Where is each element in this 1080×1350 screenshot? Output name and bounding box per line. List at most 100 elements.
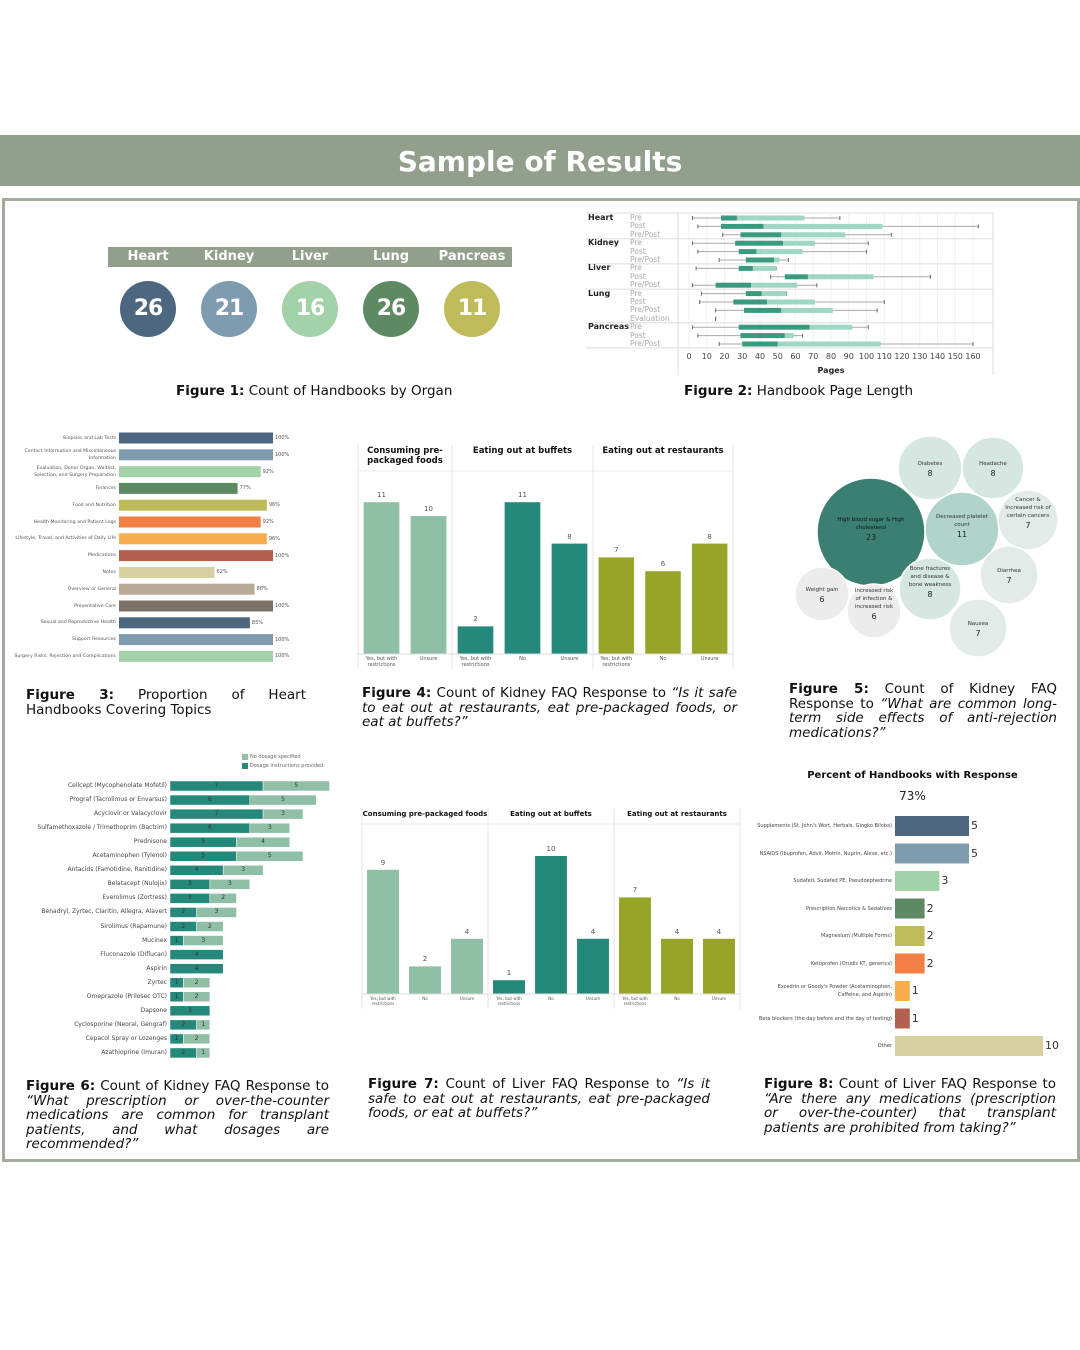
dosage-provided-value: 2 — [181, 908, 186, 916]
box-lower — [720, 215, 737, 221]
bar-value-label: 8 — [567, 532, 572, 541]
bar-category-label: No — [422, 996, 428, 1001]
no-dosage-bar — [183, 991, 211, 1002]
topic-label: Notes — [102, 569, 116, 575]
no-dosage-value: 3 — [201, 936, 206, 944]
bar-category-label: Yes, but with restrictions — [370, 996, 396, 1006]
bubble-label: Bone fractures and disease & bone weakne… — [908, 566, 952, 588]
topic-bar — [119, 516, 261, 528]
topic-percent: 85% — [251, 619, 264, 626]
topic-bar — [119, 432, 273, 444]
organ-count-circle — [363, 281, 419, 337]
bar-value-label: 1 — [506, 969, 512, 978]
medication-count: 3 — [941, 874, 949, 887]
panel-title: Eating out at restaurants — [602, 446, 724, 456]
no-dosage-value: 3 — [281, 810, 285, 818]
caption-figure-7: Figure 7: Count of Liver FAQ Response to… — [368, 1076, 710, 1121]
bubble-value: 7 — [975, 629, 981, 638]
legend-swatch — [242, 754, 248, 760]
response-bar — [551, 543, 588, 654]
no-dosage-value: 4 — [261, 838, 265, 846]
dosage-provided-value: 2 — [181, 1020, 186, 1028]
boxplot-row-label: Post — [630, 246, 646, 256]
medication-bar — [895, 843, 969, 864]
boxplot-row-label: Evaluation — [630, 313, 670, 323]
no-dosage-value: 1 — [201, 1048, 206, 1056]
topic-bar — [119, 566, 215, 578]
topic-bar — [119, 550, 273, 562]
bar-category-label: Unsure — [700, 656, 719, 662]
boxplot-row-label: Pre — [630, 238, 642, 248]
caption-figure-1: Figure 1: Count of Handbooks by Organ — [176, 383, 453, 399]
box-lower — [735, 240, 784, 246]
topic-label: Health Monitoring and Patient Logs — [33, 519, 116, 525]
medication-label: Other — [877, 1043, 892, 1049]
medication-label: Magnesium (Multiple Forms) — [821, 933, 892, 939]
bubble — [794, 566, 850, 622]
caption-figure-6: Figure 6: Count of Kidney FAQ Response t… — [26, 1078, 329, 1152]
dosage-provided-value: 4 — [194, 964, 199, 972]
boxplot-group-label: Lung — [588, 288, 611, 298]
bar-value-label: 11 — [377, 491, 386, 500]
bubble — [997, 489, 1059, 551]
no-dosage-bar — [183, 1033, 211, 1045]
medication-label: Cyclosporine (Neoral, Gengraf) — [74, 1020, 167, 1028]
medication-bar — [895, 898, 925, 919]
bar-category-label: Yes, but with restrictions — [459, 656, 492, 668]
medication-label: Azathioprine (Imuran) — [101, 1048, 167, 1056]
no-dosage-bar — [196, 1047, 211, 1059]
no-dosage-value: 2 — [194, 1034, 199, 1042]
bubble — [846, 583, 902, 639]
medication-bar — [895, 926, 925, 946]
no-dosage-value: 2 — [207, 922, 212, 930]
bar-category-label: Unsure — [419, 656, 438, 662]
response-bar — [409, 966, 441, 994]
medication-bar — [895, 953, 925, 974]
bar-value-label: 10 — [546, 845, 556, 853]
bubble — [979, 545, 1039, 605]
topic-label: Overview or General — [67, 586, 116, 592]
caption-figure-5: Figure 5: Count of Kidney FAQ Response t… — [789, 681, 1057, 741]
boxplot-row-label: Pre/Post — [630, 255, 661, 264]
no-dosage-bar — [262, 808, 304, 820]
medication-bar — [895, 871, 940, 891]
bubble-label: Decreased platelet count — [935, 514, 988, 528]
topic-label: Sexual and Reproductive Health — [40, 620, 116, 626]
response-bar — [619, 897, 651, 994]
medication-count: 10 — [1045, 1039, 1059, 1052]
bar-value-label: 11 — [518, 491, 527, 500]
box-lower — [738, 265, 753, 271]
x-tick-label: 120 — [894, 352, 910, 361]
bar-value-label: 4 — [464, 927, 470, 936]
boxplot-row-label: Pre — [630, 263, 642, 273]
bubble — [897, 435, 963, 501]
x-tick-label: 130 — [912, 352, 928, 361]
medication-label: Belatacept (Nulojix) — [107, 880, 167, 888]
organ-label: Pancreas — [438, 249, 506, 264]
box-upper — [781, 232, 846, 238]
medication-label: Sudafed, Sudafed PE, Pseudoephedrine — [793, 878, 892, 884]
medication-count: 5 — [971, 846, 978, 860]
organ-header-band — [108, 247, 512, 267]
bubble-label: Diarrhea — [997, 568, 1021, 574]
topic-bar — [119, 650, 273, 662]
x-tick-label: 30 — [737, 352, 748, 361]
response-bar — [493, 980, 525, 994]
topic-label: Support Resources — [72, 637, 116, 643]
bar-category-label: No — [674, 996, 680, 1001]
box-upper — [736, 215, 805, 221]
boxplot-row-label: Post — [630, 297, 646, 306]
topic-percent: 100% — [275, 552, 290, 559]
no-dosage-bar — [249, 822, 290, 834]
no-dosage-bar — [196, 907, 237, 918]
no-dosage-bar — [183, 935, 224, 946]
medication-count: 2 — [926, 901, 934, 915]
dosage-provided-value: 6 — [207, 824, 212, 832]
dosage-provided-value: 1 — [174, 992, 179, 1000]
bubble-label: Diabetes — [917, 461, 943, 467]
box-lower — [744, 307, 782, 313]
topic-label: Finances — [95, 485, 116, 491]
boxplot-group-label: Liver — [588, 263, 611, 273]
caption-figure-4: Figure 4: Count of Kidney FAQ Response t… — [362, 685, 738, 730]
